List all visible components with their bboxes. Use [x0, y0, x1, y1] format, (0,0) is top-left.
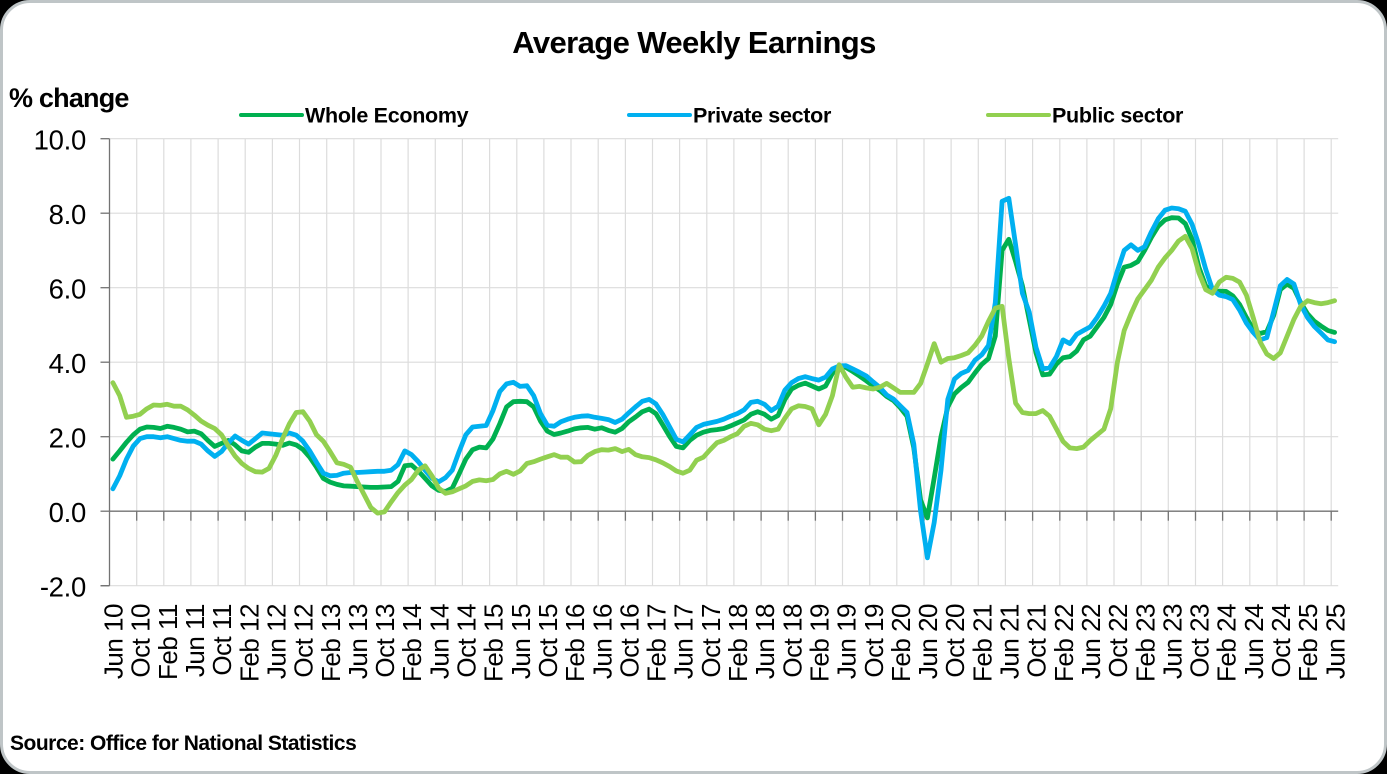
svg-text:Jun 21: Jun 21	[995, 604, 1025, 679]
svg-text:Jun 20: Jun 20	[913, 604, 943, 679]
svg-text:Oct 13: Oct 13	[370, 604, 400, 678]
svg-text:Private sector: Private sector	[693, 104, 832, 128]
svg-text:Feb 22: Feb 22	[1049, 604, 1079, 682]
svg-text:Feb 15: Feb 15	[479, 604, 509, 682]
svg-text:4.0: 4.0	[49, 348, 86, 379]
svg-text:Jun 15: Jun 15	[506, 604, 536, 679]
svg-text:Oct 15: Oct 15	[533, 604, 563, 678]
svg-text:Feb 18: Feb 18	[723, 604, 753, 682]
svg-text:Feb 13: Feb 13	[316, 604, 346, 682]
svg-text:Feb 23: Feb 23	[1130, 604, 1160, 682]
svg-text:Jun 12: Jun 12	[262, 604, 292, 679]
svg-text:0.0: 0.0	[49, 497, 86, 528]
svg-text:Oct 20: Oct 20	[940, 604, 970, 678]
svg-text:Average Weekly Earnings: Average Weekly Earnings	[512, 25, 876, 60]
svg-text:Feb 20: Feb 20	[886, 604, 916, 682]
svg-text:-2.0: -2.0	[40, 572, 86, 603]
svg-text:Feb 19: Feb 19	[805, 604, 835, 682]
svg-text:Oct 21: Oct 21	[1022, 604, 1052, 678]
svg-text:Jun 25: Jun 25	[1320, 604, 1350, 679]
svg-text:Source: Office for National St: Source: Office for National Statistics	[10, 732, 356, 755]
svg-text:Jun 17: Jun 17	[669, 604, 699, 679]
svg-text:Oct 22: Oct 22	[1103, 604, 1133, 678]
svg-text:Feb 14: Feb 14	[397, 604, 427, 682]
svg-text:Public sector: Public sector	[1052, 104, 1184, 128]
svg-text:Feb 12: Feb 12	[234, 604, 264, 682]
svg-text:Jun 13: Jun 13	[343, 604, 373, 679]
svg-text:Oct 16: Oct 16	[614, 604, 644, 678]
svg-text:Feb 25: Feb 25	[1293, 604, 1323, 682]
svg-text:Jun 10: Jun 10	[99, 604, 129, 679]
svg-text:Feb 17: Feb 17	[642, 604, 672, 682]
svg-text:Oct 18: Oct 18	[777, 604, 807, 678]
svg-text:8.0: 8.0	[49, 199, 86, 230]
svg-text:Oct 19: Oct 19	[859, 604, 889, 678]
svg-text:Feb 11: Feb 11	[153, 604, 183, 680]
svg-text:Jun 24: Jun 24	[1239, 604, 1269, 679]
svg-text:Oct 14: Oct 14	[452, 604, 482, 678]
svg-text:Jun 18: Jun 18	[750, 604, 780, 679]
svg-text:Oct 11: Oct 11	[207, 604, 237, 676]
svg-text:2.0: 2.0	[49, 423, 86, 454]
svg-text:6.0: 6.0	[49, 274, 86, 305]
svg-text:Feb 16: Feb 16	[560, 604, 590, 682]
svg-text:Whole Economy: Whole Economy	[305, 104, 469, 128]
svg-text:Oct 24: Oct 24	[1266, 604, 1296, 678]
svg-text:Oct 12: Oct 12	[289, 604, 319, 678]
svg-text:Jun 16: Jun 16	[587, 604, 617, 679]
svg-text:Jun 22: Jun 22	[1076, 604, 1106, 679]
svg-text:Feb 24: Feb 24	[1212, 604, 1242, 682]
svg-text:Jun 23: Jun 23	[1157, 604, 1187, 679]
svg-text:10.0: 10.0	[34, 125, 86, 156]
svg-text:Feb 21: Feb 21	[967, 604, 997, 682]
svg-text:% change: % change	[9, 83, 129, 113]
svg-text:Oct 10: Oct 10	[126, 604, 156, 678]
svg-text:Jun 14: Jun 14	[424, 604, 454, 679]
svg-text:Oct 17: Oct 17	[696, 604, 726, 678]
svg-text:Oct 23: Oct 23	[1185, 604, 1215, 678]
svg-text:Jun 11: Jun 11	[180, 604, 210, 677]
svg-text:Jun 19: Jun 19	[832, 604, 862, 679]
